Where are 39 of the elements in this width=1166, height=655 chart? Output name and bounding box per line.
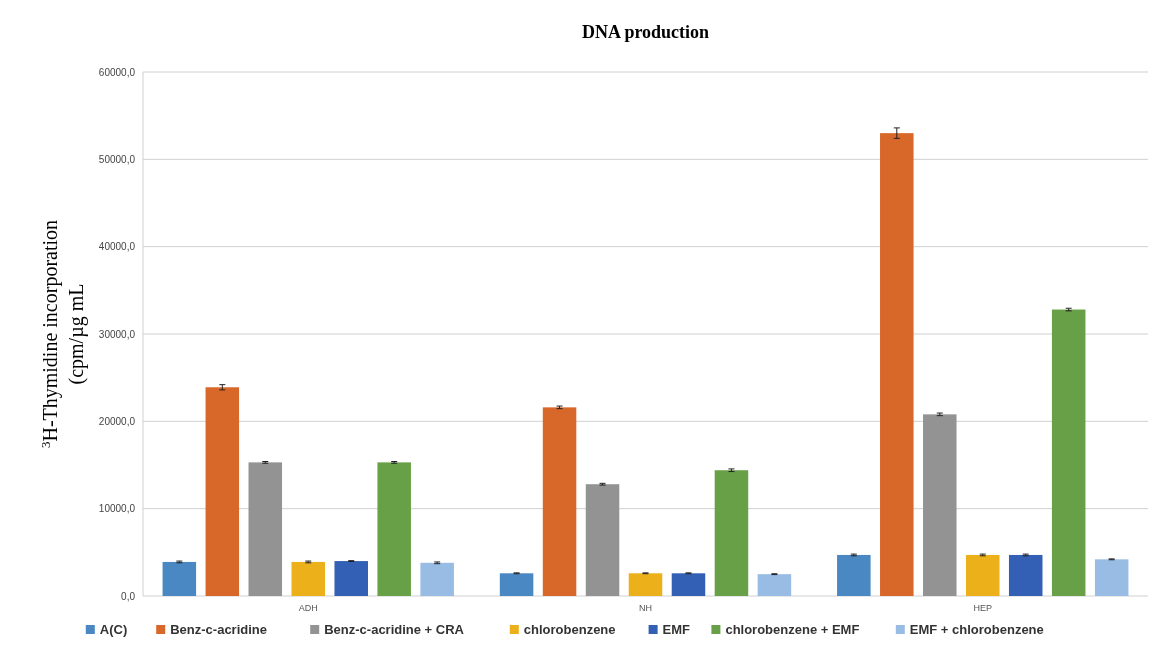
bar bbox=[420, 562, 454, 596]
bar bbox=[1051, 309, 1086, 596]
x-tick-label: NH bbox=[639, 603, 652, 613]
legend-label: chlorobenzene bbox=[523, 622, 616, 637]
bar bbox=[499, 573, 534, 596]
bar bbox=[585, 484, 620, 596]
bar bbox=[1094, 559, 1129, 596]
x-tick-label: ADH bbox=[298, 603, 318, 613]
bar bbox=[162, 561, 197, 596]
x-tick-label: HEP bbox=[973, 603, 993, 613]
bar bbox=[837, 554, 871, 596]
bar bbox=[671, 573, 706, 596]
legend-label: Benz-c-acridine + CRA bbox=[324, 622, 465, 637]
bar bbox=[291, 561, 326, 596]
y-tick-label: 50000,0 bbox=[98, 153, 136, 165]
bar bbox=[965, 554, 1000, 596]
bar bbox=[205, 387, 240, 596]
y-tick-label: 30000,0 bbox=[98, 328, 136, 340]
legend-label: EMF + chlorobenzene bbox=[909, 622, 1044, 637]
bar bbox=[334, 561, 368, 596]
bar bbox=[880, 133, 914, 596]
bar bbox=[248, 462, 283, 596]
bar bbox=[757, 574, 792, 596]
legend-label: chlorobenzene + EMF bbox=[725, 622, 860, 637]
bar bbox=[377, 462, 411, 596]
y-tick-label: 40000,0 bbox=[98, 241, 136, 253]
y-tick-label: 10000,0 bbox=[98, 503, 136, 515]
y-tick-label: 60000,0 bbox=[98, 66, 136, 78]
y-tick-label: 20000,0 bbox=[98, 415, 136, 427]
chart-title: DNA production bbox=[581, 22, 710, 42]
y-tick-label: 0,0 bbox=[121, 590, 136, 602]
legend-label: A(C) bbox=[99, 622, 128, 637]
legend-label: EMF bbox=[662, 622, 691, 637]
bar bbox=[1008, 554, 1043, 596]
legend-label: Benz-c-acridine bbox=[170, 622, 268, 637]
bar bbox=[542, 407, 577, 596]
bar bbox=[714, 470, 749, 596]
bar bbox=[923, 414, 957, 596]
bar bbox=[628, 573, 663, 596]
